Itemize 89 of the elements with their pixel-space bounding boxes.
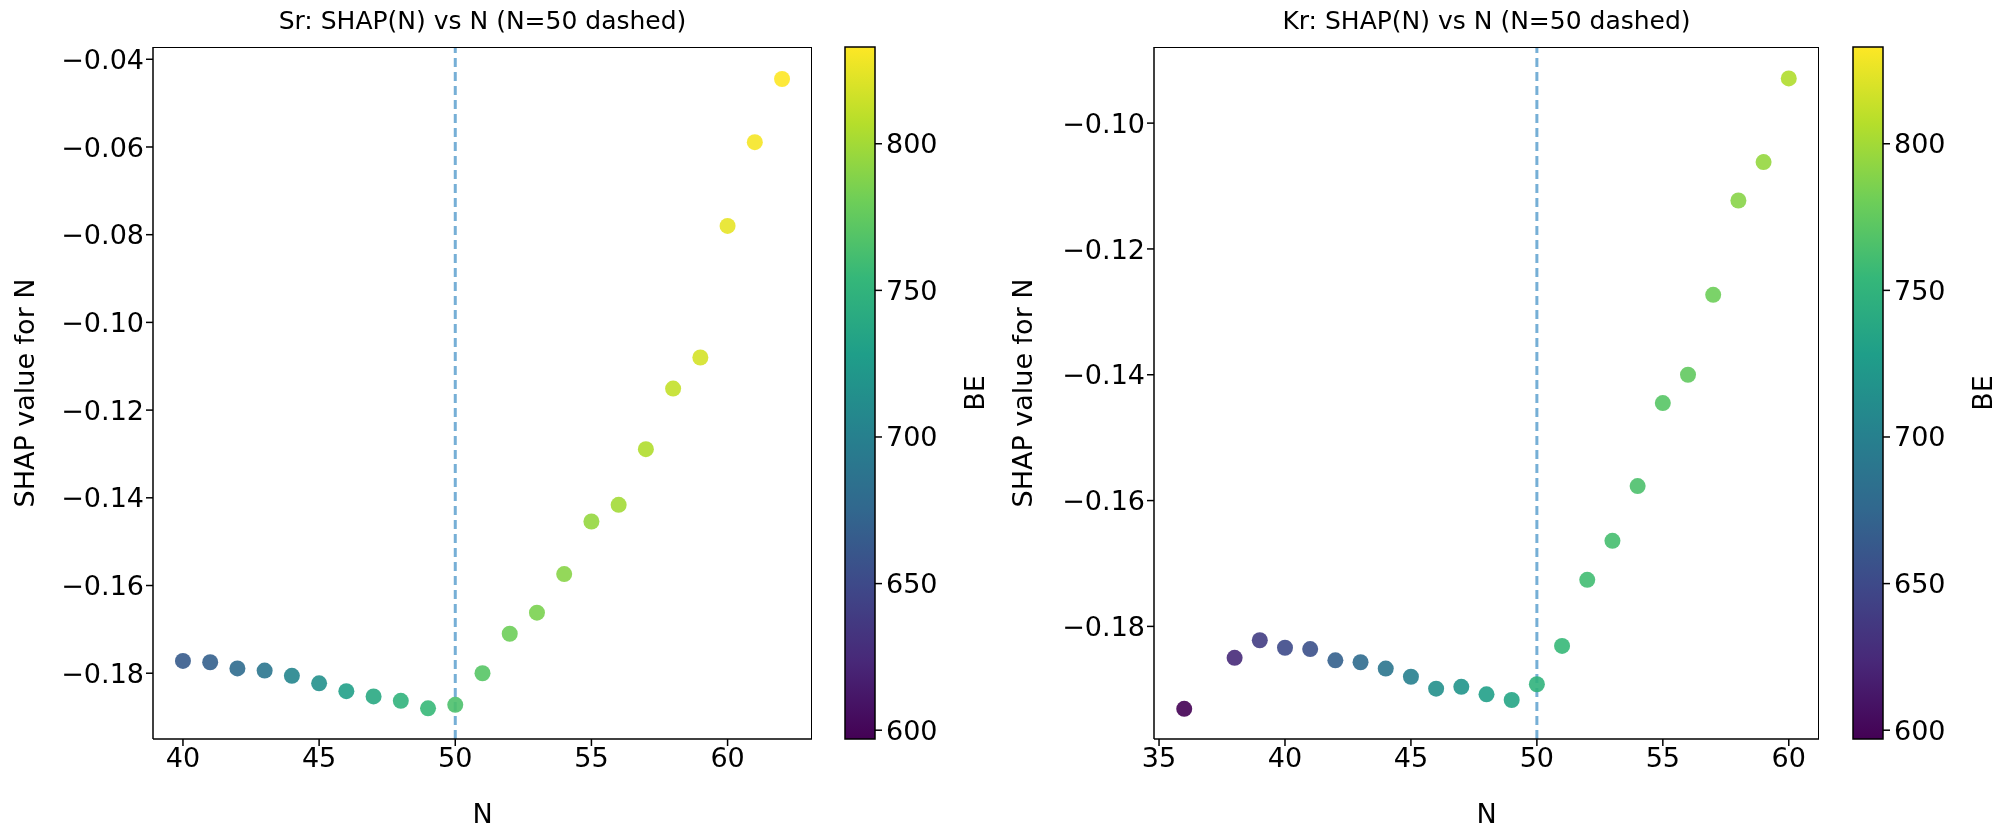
color-bar-title: BE bbox=[1966, 375, 1994, 411]
x-tick-label: 55 bbox=[1645, 742, 1681, 774]
color-bar-label: 800 bbox=[1894, 128, 1946, 160]
point bbox=[1680, 366, 1697, 383]
point bbox=[528, 604, 545, 621]
point bbox=[1730, 192, 1747, 209]
point bbox=[583, 513, 600, 530]
point bbox=[774, 71, 791, 88]
point bbox=[1755, 154, 1772, 171]
point bbox=[719, 217, 736, 234]
point bbox=[447, 696, 464, 713]
point bbox=[1453, 678, 1470, 695]
color-bar-title: BE bbox=[958, 375, 990, 411]
x-tick-label: 60 bbox=[1771, 742, 1806, 774]
y-tick-label: −0.10 bbox=[61, 306, 144, 338]
point bbox=[1276, 639, 1293, 656]
point bbox=[1302, 641, 1319, 658]
y-tick-label: −0.18 bbox=[1062, 610, 1145, 642]
y-tick-label: −0.16 bbox=[1062, 485, 1145, 517]
chart-title: Sr: SHAP(N) vs N (N=50 dashed) bbox=[277, 6, 688, 35]
point bbox=[338, 683, 355, 700]
point bbox=[1579, 571, 1596, 588]
point bbox=[474, 665, 491, 682]
y-tick-label: −0.14 bbox=[61, 482, 144, 514]
point bbox=[174, 652, 191, 669]
color-bar-label: 650 bbox=[886, 568, 938, 600]
y-tick-label: −0.06 bbox=[61, 131, 144, 163]
point bbox=[1528, 676, 1545, 693]
point bbox=[365, 688, 382, 705]
point bbox=[283, 667, 300, 684]
y-tick-label: −0.14 bbox=[1062, 359, 1145, 391]
point bbox=[1402, 668, 1419, 685]
x-tick-label: 35 bbox=[1141, 742, 1177, 774]
y-axis-title: SHAP value for N bbox=[1006, 278, 1038, 508]
color-bar-label: 750 bbox=[886, 274, 938, 306]
color-bar-label: 800 bbox=[886, 128, 938, 160]
x-tick-label: 45 bbox=[1393, 742, 1429, 774]
point bbox=[1503, 692, 1520, 708]
x-tick-label: 55 bbox=[574, 742, 609, 774]
color-bar-label: 600 bbox=[1894, 714, 1946, 746]
point bbox=[392, 692, 409, 709]
point bbox=[1654, 395, 1671, 412]
x-axis-title: N bbox=[472, 798, 493, 829]
point bbox=[1176, 700, 1193, 717]
x-tick-label: 40 bbox=[165, 742, 201, 774]
x-tick-label: 50 bbox=[438, 742, 473, 774]
x-tick-label: 50 bbox=[1519, 742, 1555, 774]
point bbox=[1604, 532, 1621, 549]
point bbox=[610, 496, 627, 513]
color-bar-label: 650 bbox=[1894, 568, 1946, 600]
point bbox=[1554, 637, 1571, 654]
color-bar-label: 700 bbox=[886, 421, 938, 453]
point bbox=[501, 625, 518, 642]
y-axis-title: SHAP value for N bbox=[8, 278, 40, 508]
x-tick-label: 40 bbox=[1267, 742, 1303, 774]
point bbox=[256, 662, 273, 679]
point bbox=[1327, 652, 1344, 669]
x-tick-label: 45 bbox=[301, 742, 337, 774]
chart-title: Kr: SHAP(N) vs N (N=50 dashed) bbox=[1281, 6, 1692, 35]
point bbox=[1780, 70, 1797, 87]
point bbox=[665, 380, 682, 397]
y-tick-label: −0.04 bbox=[61, 43, 144, 75]
point bbox=[1377, 660, 1394, 677]
y-tick-label: −0.18 bbox=[61, 657, 144, 689]
y-tick-label: −0.12 bbox=[61, 394, 144, 426]
point bbox=[229, 660, 246, 677]
y-tick-label: −0.12 bbox=[1062, 233, 1145, 265]
point bbox=[692, 349, 709, 366]
point bbox=[556, 566, 573, 583]
x-axis-title: N bbox=[1476, 798, 1497, 829]
point bbox=[1226, 649, 1243, 666]
point bbox=[202, 654, 219, 671]
point bbox=[1251, 632, 1268, 649]
point bbox=[1428, 680, 1445, 697]
point bbox=[637, 441, 654, 458]
color-bar-label: 600 bbox=[886, 714, 938, 746]
x-tick-label: 60 bbox=[710, 742, 745, 774]
point bbox=[746, 134, 763, 151]
y-tick-label: −0.08 bbox=[61, 219, 144, 251]
color-bar-label: 700 bbox=[1894, 421, 1946, 453]
y-tick-label: −0.16 bbox=[61, 570, 144, 602]
color-bar-label: 750 bbox=[1894, 274, 1946, 306]
point bbox=[1705, 286, 1722, 303]
point bbox=[1478, 686, 1495, 703]
point bbox=[420, 700, 437, 717]
point bbox=[311, 675, 328, 692]
point bbox=[1352, 654, 1369, 671]
y-tick-label: −0.10 bbox=[1062, 107, 1145, 139]
point bbox=[1629, 478, 1646, 495]
